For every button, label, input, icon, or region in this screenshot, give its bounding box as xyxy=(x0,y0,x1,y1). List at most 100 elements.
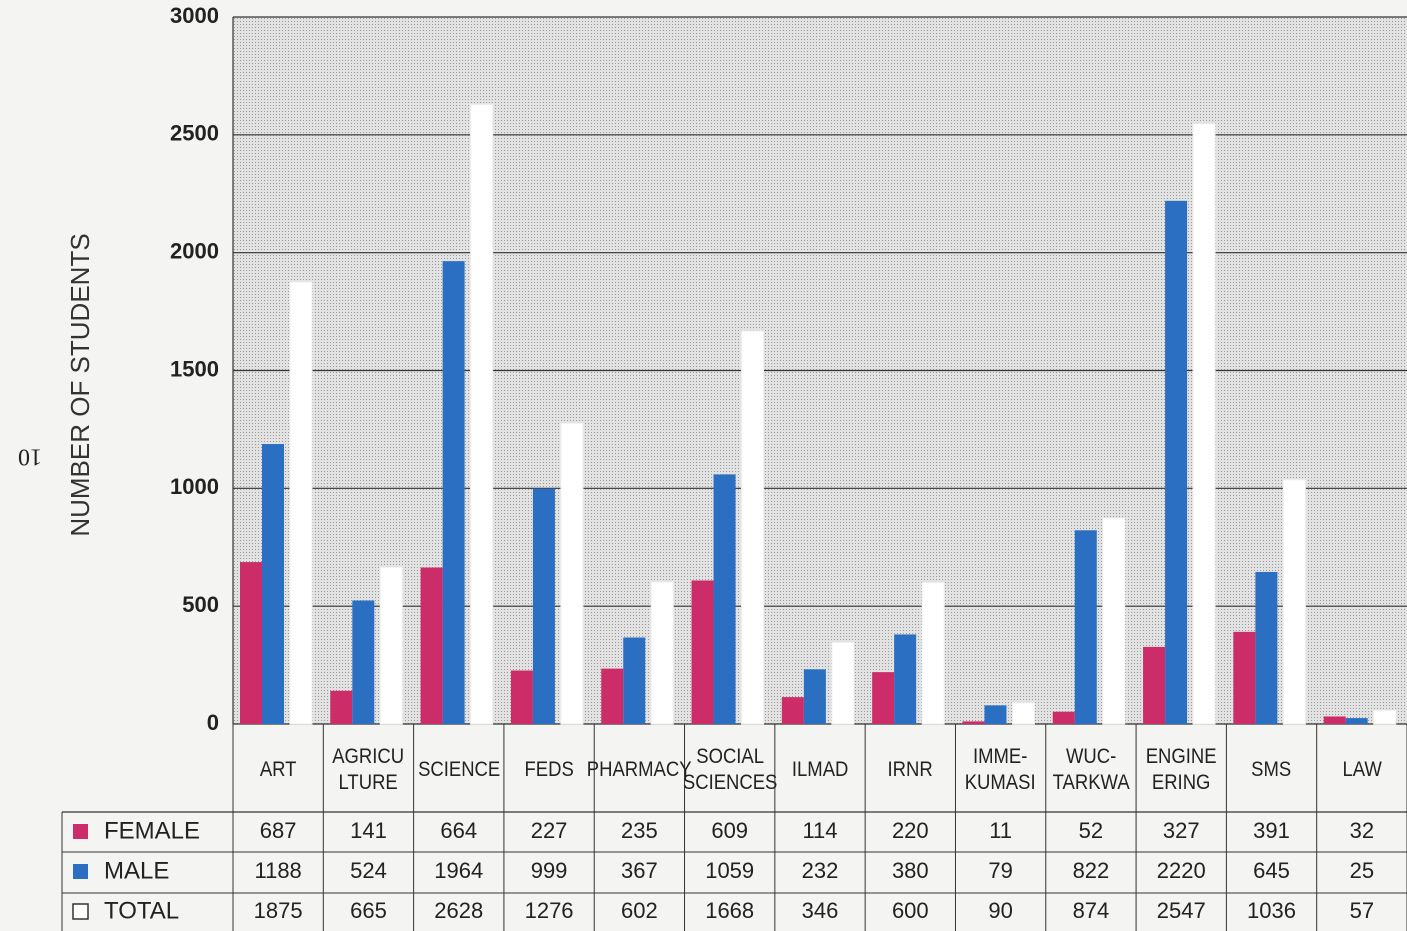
table-value: 1875 xyxy=(254,898,303,923)
table-value: 1668 xyxy=(705,898,754,923)
legend-swatch xyxy=(73,824,88,839)
bar xyxy=(921,582,945,725)
x-tick-label: SOCIAL SCIENCES xyxy=(682,745,777,794)
bar xyxy=(1233,631,1256,724)
table-value: 327 xyxy=(1163,818,1200,843)
x-tick-label: ENGINE ERING xyxy=(1145,745,1217,794)
table-value: 232 xyxy=(802,858,839,883)
table-value: 609 xyxy=(711,818,748,843)
table-value: 235 xyxy=(621,818,658,843)
y-tick-label: 2000 xyxy=(170,238,219,263)
table-value: 1059 xyxy=(705,858,754,883)
table-value: 141 xyxy=(350,818,387,843)
bar xyxy=(1373,710,1397,725)
y-axis-label: NUMBER OF STUDENTS xyxy=(65,233,95,536)
y-tick-label: 2500 xyxy=(170,121,219,146)
bar xyxy=(1011,702,1035,725)
bar xyxy=(984,705,1007,724)
table-value: 52 xyxy=(1079,818,1103,843)
x-tick-label: SCIENCE xyxy=(417,758,500,781)
page-number: 10 xyxy=(18,443,42,469)
bar xyxy=(379,566,403,725)
x-tick-label: SMS xyxy=(1251,758,1292,781)
table-value: 2628 xyxy=(434,898,483,923)
bar xyxy=(352,600,375,724)
table-value: 90 xyxy=(988,898,1012,923)
bar xyxy=(510,670,533,724)
x-tick-label: IMME- KUMASI xyxy=(965,745,1037,794)
table-value: 874 xyxy=(1073,898,1110,923)
table-value: 687 xyxy=(260,818,297,843)
x-tick-label: IRNR xyxy=(887,758,933,781)
table-value: 2547 xyxy=(1157,898,1206,923)
bar xyxy=(420,567,443,724)
bar xyxy=(872,672,895,724)
bar xyxy=(1052,711,1075,724)
bar xyxy=(713,474,736,724)
bar xyxy=(1255,571,1278,724)
legend-swatch xyxy=(72,903,89,920)
y-tick-label: 1000 xyxy=(170,474,219,499)
table-value: 2220 xyxy=(1157,858,1206,883)
legend-label: FEMALE xyxy=(104,817,200,844)
table-value: 391 xyxy=(1253,818,1290,843)
bar xyxy=(470,104,494,725)
bar xyxy=(894,634,917,724)
table-value: 25 xyxy=(1350,858,1374,883)
x-tick-label: AGRICU LTURE xyxy=(332,745,405,794)
bar xyxy=(532,488,555,724)
table-value: 11 xyxy=(989,818,1012,843)
y-tick-label: 500 xyxy=(182,592,219,617)
x-tick-label: ILMAD xyxy=(791,758,849,781)
table-value: 57 xyxy=(1350,898,1374,923)
table-value: 999 xyxy=(531,858,568,883)
bar xyxy=(1165,200,1188,724)
table-value: 602 xyxy=(621,898,658,923)
bar xyxy=(1192,123,1216,725)
bar xyxy=(289,281,313,725)
table-value: 664 xyxy=(440,818,477,843)
table-value: 822 xyxy=(1073,858,1110,883)
bar xyxy=(623,637,646,724)
bar xyxy=(601,668,624,724)
x-tick-label: WUC- TARKWA xyxy=(1052,745,1130,794)
bar xyxy=(1282,479,1306,725)
bar xyxy=(803,669,826,724)
legend-label: MALE xyxy=(104,857,169,884)
bar xyxy=(442,261,465,724)
y-tick-label: 0 xyxy=(207,710,219,735)
bar xyxy=(831,641,855,725)
bar xyxy=(240,562,262,724)
table-value: 1276 xyxy=(525,898,574,923)
bar xyxy=(650,581,674,725)
table-value: 380 xyxy=(892,858,929,883)
table-value: 1964 xyxy=(434,858,483,883)
table-value: 665 xyxy=(350,898,387,923)
x-tick-label: PHARMACY xyxy=(587,758,692,781)
x-tick-label: ART xyxy=(259,758,297,781)
bar xyxy=(1074,530,1097,724)
table-value: 227 xyxy=(531,818,568,843)
bar xyxy=(1323,716,1346,724)
bar xyxy=(741,330,765,725)
table-value: 367 xyxy=(621,858,658,883)
table-value: 114 xyxy=(802,818,837,843)
legend-swatch xyxy=(73,864,88,879)
x-tick-label: LAW xyxy=(1342,758,1382,781)
table-value: 600 xyxy=(892,898,929,923)
table-value: 1036 xyxy=(1247,898,1296,923)
x-tick-label: FEDS xyxy=(524,758,574,781)
bar xyxy=(1102,517,1126,725)
table-value: 524 xyxy=(350,858,387,883)
bar xyxy=(1143,646,1166,724)
bar xyxy=(1345,718,1368,724)
legend-label: TOTAL xyxy=(104,897,179,924)
table-value: 32 xyxy=(1350,818,1374,843)
y-tick-label: 3000 xyxy=(170,3,219,28)
table-value: 220 xyxy=(892,818,929,843)
bar xyxy=(781,697,804,724)
table-value: 346 xyxy=(802,898,839,923)
bar xyxy=(330,690,353,724)
table-value: 1188 xyxy=(254,858,301,883)
